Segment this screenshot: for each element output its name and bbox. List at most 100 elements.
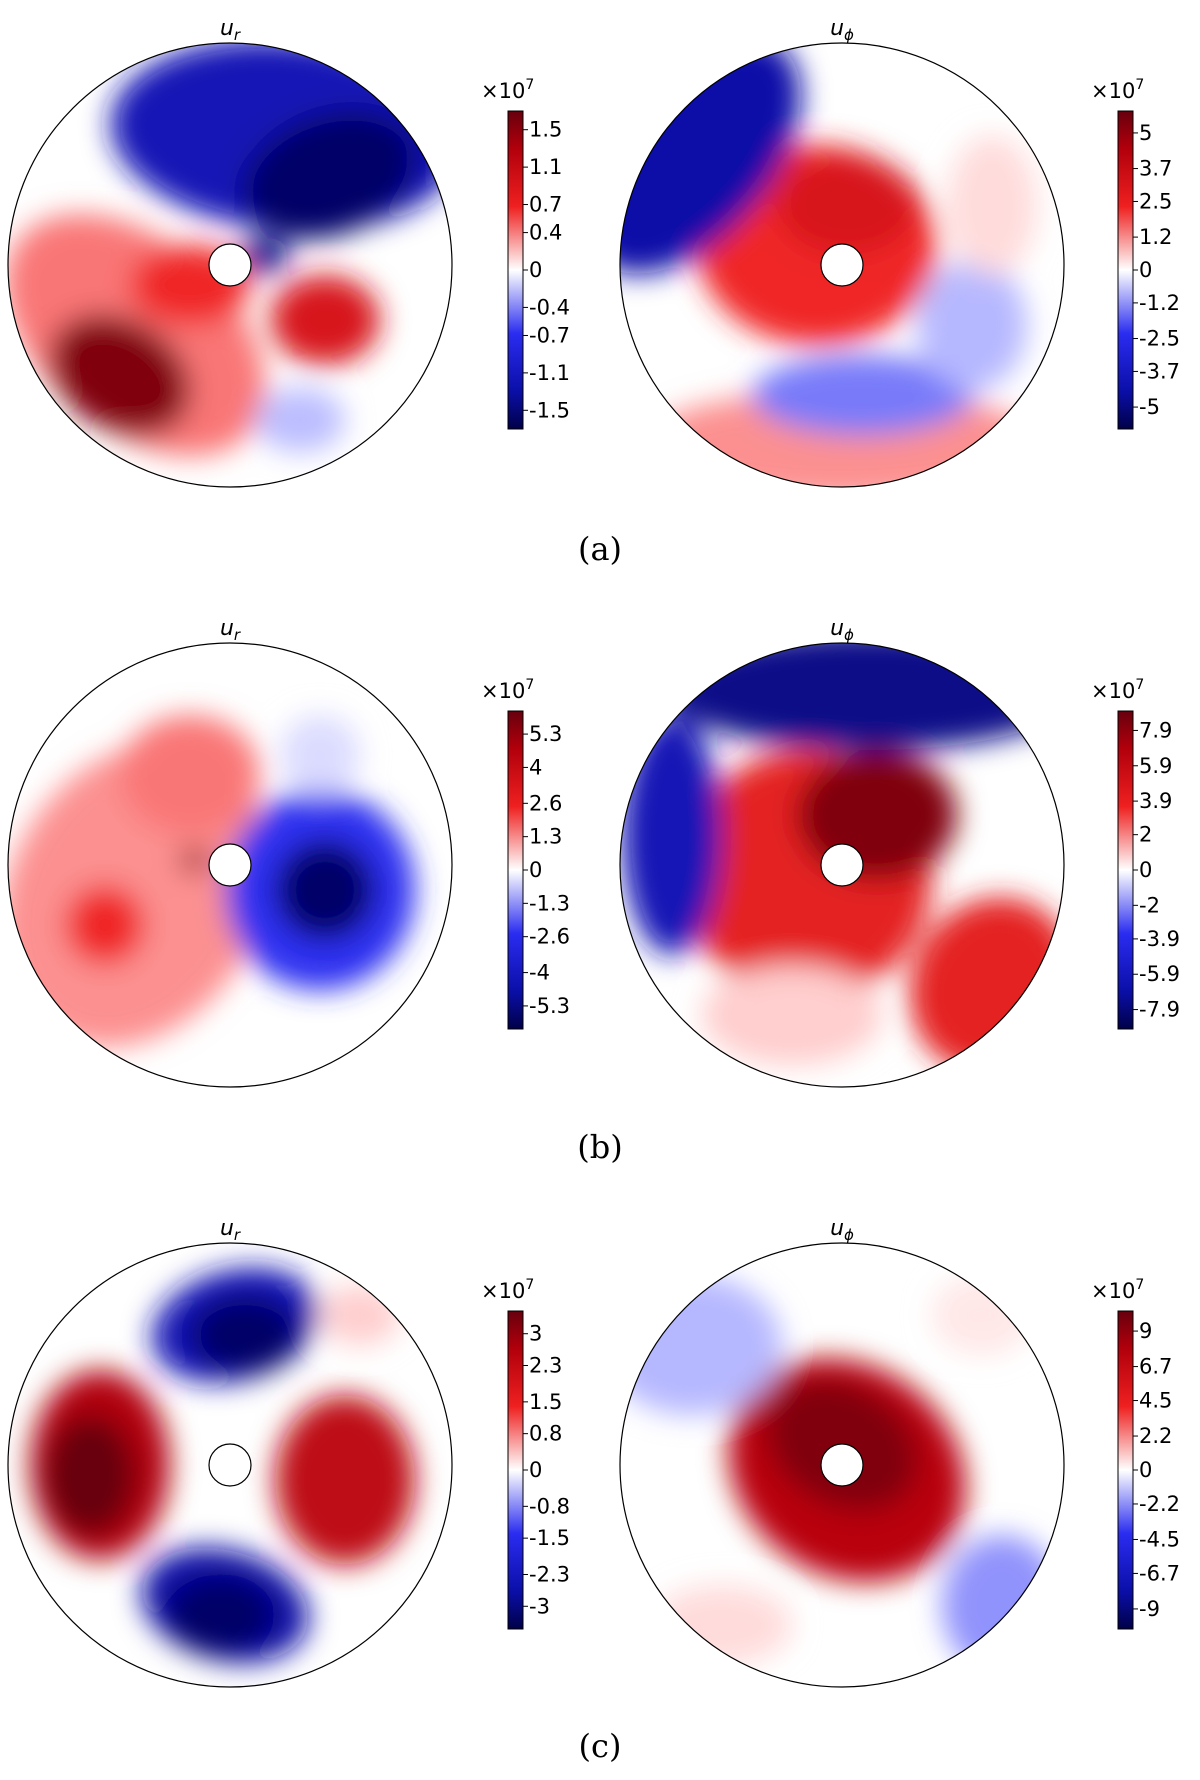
colorbar: ×107 3 2.3 1.5 0.8 0 -0.8 -1.5 -2.3 -3 [481, 1277, 570, 1630]
panel-label: (a) [578, 530, 622, 568]
field-lobe [932, 1275, 1032, 1355]
colorbar-multiplier: ×107 [1091, 1277, 1144, 1303]
colorbar-tick-label: 5 [1139, 121, 1152, 145]
domain-outline [619, 642, 1065, 1088]
colorbar-tick-label: 3 [529, 1322, 542, 1346]
field-lobe [280, 715, 360, 795]
colorbar-tick-label: 0 [1139, 258, 1152, 282]
field-lobe [620, 1275, 782, 1415]
colorbar-tick-label: -9 [1139, 1597, 1160, 1621]
colorbar-tick-label: -6.7 [1139, 1561, 1180, 1585]
colorbar-tick-label: 1.3 [529, 825, 562, 849]
colorbar-tick-label: -1.5 [529, 398, 570, 422]
field-lobe [752, 355, 972, 435]
colorbar-tick-label: -4.5 [1139, 1527, 1180, 1551]
field-lobe [242, 110, 418, 240]
colorbar-tick-label: -5 [1139, 395, 1160, 419]
colorbar-tick-label: 4 [529, 755, 542, 779]
panel-1-ur: ur ×107 1.5 1.1 0.7 0.4 0 -0.4 -0.7 -1.1 -1.5 [7, 16, 570, 488]
colorbar-gradient [1117, 1310, 1134, 1630]
inner-cylinder [820, 1443, 864, 1487]
colorbar-gradient [507, 1310, 524, 1630]
colorbar-tick-label: -7.9 [1139, 998, 1180, 1022]
colorbar-tick-label: -0.8 [529, 1494, 570, 1518]
panel-2-ur: ur ×107 5.3 4 2.6 1.3 0 -1.3 -2.6 -4 -5.3 [7, 616, 570, 1088]
colorbar-tick-label: -1.5 [529, 1526, 570, 1550]
field-lobe [947, 135, 1037, 275]
field-lobe [652, 1585, 792, 1665]
colorbar-gradient [1117, 710, 1134, 1030]
colorbar-tick-label: 3.9 [1139, 789, 1172, 813]
colorbar-tick-label: 5.3 [529, 722, 562, 746]
colorbar-tick-label: 5.9 [1139, 754, 1172, 778]
colorbar-tick-label: -4 [529, 961, 550, 985]
colorbar-tick-label: 0.4 [529, 221, 562, 245]
colorbar-tick-label: 0 [1139, 1458, 1152, 1482]
field-lobe [190, 1295, 300, 1375]
colorbar-tick-label: 2 [1139, 823, 1152, 847]
field-lobe [275, 1395, 415, 1565]
colorbar-tick-label: -2.6 [529, 925, 570, 949]
panel-title: uϕ [830, 616, 854, 644]
domain-outline [7, 42, 453, 488]
domain-outline [7, 1242, 453, 1688]
colorbar-tick-label: 0.7 [529, 193, 562, 217]
colorbar-tick-label: -3 [529, 1594, 550, 1618]
colorbar-tick-label: 0 [1139, 858, 1152, 882]
colorbar-tick-label: -1.1 [529, 361, 570, 385]
panel-title: ur [220, 1216, 241, 1244]
panel-title: uϕ [830, 1216, 854, 1244]
panel-3-ur: ur ×107 3 2.3 1.5 0.8 0 -0.8 -1.5 -2.3 -3 [7, 1216, 570, 1688]
colorbar-tick-label: 2.3 [529, 1354, 562, 1378]
field-lobe [180, 848, 210, 872]
inner-cylinder [208, 843, 252, 887]
field-map [8, 43, 452, 487]
inner-cylinder [208, 243, 252, 287]
inner-cylinder [208, 1443, 252, 1487]
field-lobe [622, 715, 722, 955]
colorbar: ×107 5 3.7 2.5 1.2 0 -1.2 -2.5 -3.7 -5 [1091, 77, 1180, 430]
colorbar-tick-label: 3.7 [1139, 157, 1172, 181]
colorbar-tick-label: 1.5 [529, 118, 562, 142]
field-lobe [620, 43, 801, 274]
field-lobe [240, 237, 290, 273]
colorbar-tick-label: -2.5 [1139, 327, 1180, 351]
colorbar-tick-label: -3.9 [1139, 927, 1180, 951]
colorbar-tick-label: -2 [1139, 893, 1160, 917]
colorbar-tick-label: 0 [529, 858, 542, 882]
panel-title: uϕ [830, 16, 854, 44]
colorbar-tick-label: -5.9 [1139, 962, 1180, 986]
colorbar-gradient [1117, 110, 1134, 430]
colorbar-tick-label: -1.3 [529, 891, 570, 915]
colorbar-multiplier: ×107 [1091, 77, 1144, 103]
field-lobe [275, 840, 375, 940]
field-lobe [120, 715, 260, 835]
colorbar-tick-label: 1.1 [529, 155, 562, 179]
colorbar: ×107 9 6.7 4.5 2.2 0 -2.2 -4.5 -6.7 -9 [1091, 1277, 1180, 1630]
panel-label: (c) [579, 1727, 622, 1765]
inner-cylinder [820, 243, 864, 287]
colorbar: ×107 1.5 1.1 0.7 0.4 0 -0.4 -0.7 -1.1 -1.5 [481, 77, 570, 430]
colorbar-tick-label: -3.7 [1139, 359, 1180, 383]
colorbar-tick-label: 7.9 [1139, 718, 1172, 742]
panel-title: ur [220, 16, 241, 44]
colorbar-tick-label: 2.6 [529, 791, 562, 815]
field-map [620, 43, 1064, 487]
colorbar-tick-label: -2.2 [1139, 1492, 1180, 1516]
field-lobe [45, 1415, 135, 1535]
colorbar-multiplier: ×107 [1091, 677, 1144, 703]
colorbar-tick-label: -5.3 [529, 994, 570, 1018]
colorbar: ×107 5.3 4 2.6 1.3 0 -1.3 -2.6 -4 -5.3 [481, 677, 570, 1030]
panel-2-uphi: uϕ ×107 7.9 5.9 3.9 2 0 -2 -3.9 -5.9 -7.9 [619, 616, 1180, 1088]
colorbar-tick-label: 1.2 [1139, 225, 1172, 249]
colorbar-tick-label: 1.5 [529, 1390, 562, 1414]
inner-cylinder [820, 843, 864, 887]
colorbar-tick-label: -0.4 [529, 295, 570, 319]
panel-label: (b) [577, 1128, 622, 1166]
domain-outline [619, 1242, 1065, 1688]
colorbar-tick-label: 4.5 [1139, 1389, 1172, 1413]
colorbar-multiplier: ×107 [481, 1277, 534, 1303]
colorbar-tick-label: 2.5 [1139, 189, 1172, 213]
colorbar-gradient [507, 710, 524, 1030]
